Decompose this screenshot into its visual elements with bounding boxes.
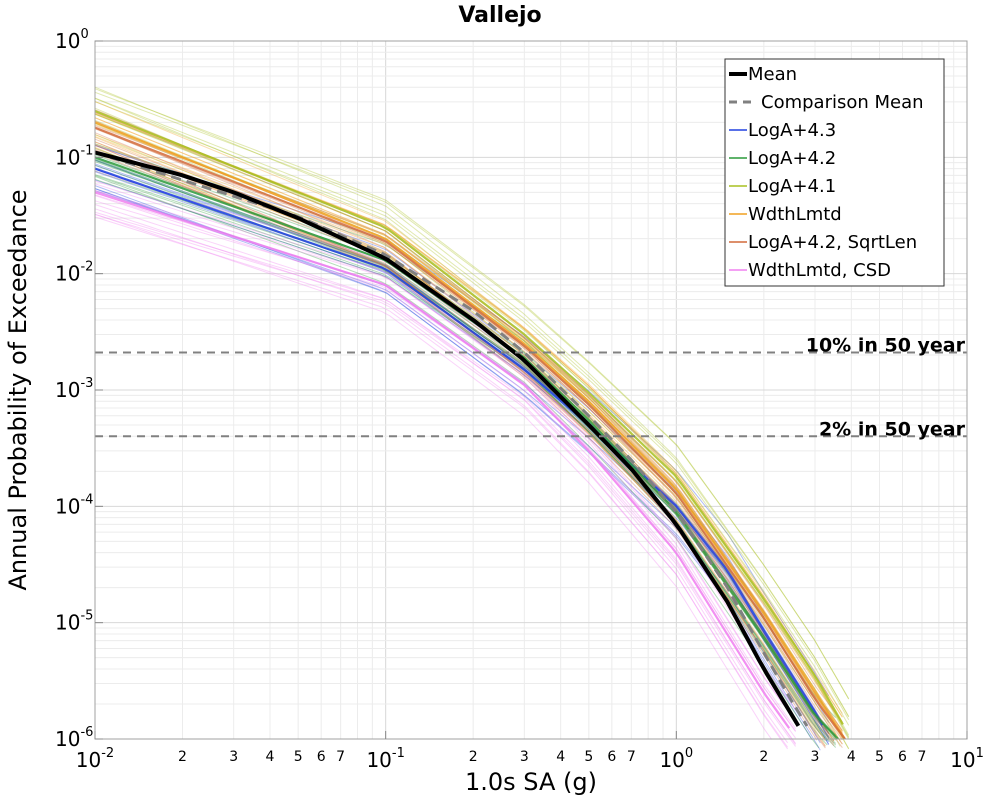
x-minor-tick-label: 6 — [317, 749, 326, 765]
x-minor-tick-label: 2 — [178, 749, 187, 765]
branch-curve — [94, 174, 837, 737]
legend-label: WdthLmtd, CSD — [748, 260, 891, 281]
series-line — [94, 121, 846, 740]
series-line — [94, 151, 809, 727]
y-tick-label: 10-3 — [55, 376, 93, 402]
branch-curve — [94, 91, 850, 700]
branch-curve — [94, 204, 789, 744]
x-minor-tick-label: 5 — [584, 749, 593, 765]
x-minor-tick-label: 3 — [520, 749, 529, 765]
branch-curve — [94, 127, 835, 741]
branch-curve — [94, 158, 837, 748]
series-line — [94, 126, 846, 740]
x-minor-tick-label: 2 — [469, 749, 478, 765]
branch-curve — [94, 178, 837, 744]
branch-curve — [94, 163, 830, 735]
branch-curve — [94, 113, 850, 739]
reference-line-label: 2% in 50 year — [819, 418, 966, 440]
branch-curve — [94, 117, 843, 734]
grid — [95, 41, 967, 739]
legend-label: WdthLmtd — [748, 204, 842, 225]
branch-curve — [94, 161, 837, 740]
legend-label: Mean — [748, 64, 797, 85]
y-tick-label: 10-6 — [55, 725, 93, 751]
branch-curve — [94, 168, 830, 746]
branch-curve — [94, 175, 820, 749]
x-minor-tick-label: 3 — [229, 749, 238, 765]
y-tick-label: 10-5 — [55, 609, 93, 635]
reference-lines: 10% in 50 year 2% in 50 year — [95, 335, 967, 440]
y-axis-label: Annual Probability of Exceedance — [4, 189, 32, 590]
branch-curve — [94, 170, 837, 737]
branch-curve — [94, 195, 797, 745]
branch-curve — [94, 183, 797, 729]
legend-label: LogA+4.2 — [748, 148, 836, 169]
y-tick-label: 10-4 — [55, 492, 93, 518]
x-minor-tick-label: 7 — [336, 749, 345, 765]
branch-curve — [94, 189, 797, 722]
x-tick-label: 10-1 — [366, 746, 404, 772]
y-tick-label: 10-1 — [55, 143, 93, 169]
branch-curve — [94, 113, 850, 740]
x-minor-tick-label: 3 — [811, 749, 820, 765]
x-minor-tick-label: 6 — [898, 749, 907, 765]
legend: Mean Comparison Mean LogA+4.3 LogA+4.2 LogA+… — [724, 58, 945, 287]
branch-curve — [94, 171, 830, 739]
branch-curve — [94, 164, 830, 733]
x-axis-label: 1.0s SA (g) — [465, 768, 597, 796]
branch-curve — [94, 88, 850, 700]
series-line — [94, 109, 844, 725]
branch-curve — [94, 175, 837, 746]
legend-label: LogA+4.2, SqrtLen — [748, 232, 917, 253]
series-layer — [94, 109, 846, 740]
y-tick-label: 100 — [55, 27, 89, 53]
branch-curve — [94, 113, 850, 726]
y-axis-ticks: 100 10-1 10-2 10-3 10-4 10-5 10-6 — [55, 27, 103, 751]
branch-curve — [94, 159, 828, 741]
branch-curve — [94, 117, 843, 732]
y-tick-label: 10-2 — [55, 260, 93, 286]
x-minor-tick-label: 7 — [918, 749, 927, 765]
branch-curve — [94, 213, 773, 740]
branch-curve — [94, 216, 789, 748]
series-line — [94, 191, 791, 729]
x-tick-label: 10-2 — [76, 746, 114, 772]
branch-curve — [94, 179, 830, 737]
x-minor-tick-label: 4 — [266, 749, 275, 765]
branch-curve — [94, 211, 797, 744]
branch-curve — [94, 214, 797, 747]
x-minor-tick-label: 6 — [607, 749, 616, 765]
branch-curve — [94, 147, 837, 736]
x-minor-tick-label: 7 — [627, 749, 636, 765]
branch-curve — [94, 208, 789, 750]
branch-curve — [94, 97, 850, 717]
series-line — [94, 167, 824, 726]
legend-box — [724, 58, 945, 287]
x-tick-label: 101 — [950, 746, 984, 772]
branch-curve — [94, 180, 797, 722]
legend-label: LogA+4.3 — [748, 120, 836, 141]
branch-curve — [94, 86, 850, 718]
legend-label: Comparison Mean — [761, 92, 924, 113]
legend-label: LogA+4.1 — [748, 176, 836, 197]
reference-line-label: 10% in 50 year — [806, 335, 966, 357]
x-minor-tick-label: 2 — [759, 749, 768, 765]
chart-title: Vallejo — [458, 3, 541, 28]
x-minor-tick-label: 4 — [556, 749, 565, 765]
x-tick-label: 100 — [659, 746, 693, 772]
series-line — [94, 150, 801, 727]
x-minor-tick-label: 5 — [875, 749, 884, 765]
x-minor-tick-label: 4 — [847, 749, 856, 765]
branch-curve — [94, 194, 797, 732]
branch-curve — [94, 101, 850, 720]
x-minor-tick-label: 5 — [294, 749, 303, 765]
